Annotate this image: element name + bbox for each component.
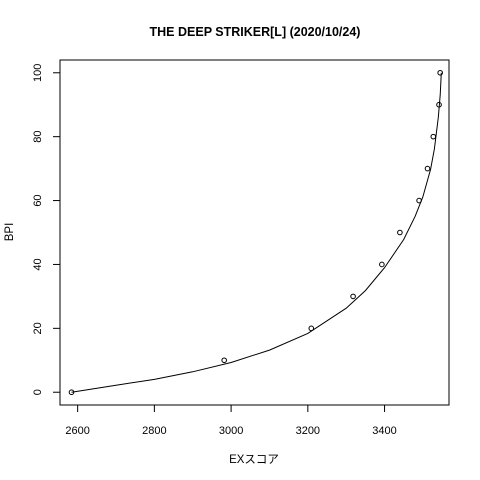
x-tick-label: 3000 <box>219 425 243 437</box>
x-axis-label: EXスコア <box>229 454 279 466</box>
y-axis: 0 20 40 60 80 100 <box>32 64 61 395</box>
fitted-curve <box>71 72 442 393</box>
x-tick-label: 2600 <box>65 425 89 437</box>
y-tick-label: 60 <box>32 194 44 206</box>
data-points <box>68 69 443 396</box>
data-point <box>397 229 403 236</box>
data-point <box>436 101 442 108</box>
data-point <box>424 165 431 172</box>
y-axis-label: BPI <box>4 223 16 242</box>
x-tick-label: 2800 <box>142 425 166 437</box>
data-point <box>350 293 356 300</box>
plot-frame <box>59 59 450 406</box>
y-tick-label: 40 <box>32 258 44 270</box>
y-tick-label: 100 <box>32 64 44 82</box>
data-point <box>379 261 385 268</box>
data-point <box>221 357 227 364</box>
chart-title: THE DEEP STRIKER[L] (2020/10/24) <box>150 25 361 39</box>
data-point <box>437 69 443 76</box>
data-point <box>68 389 75 396</box>
x-tick-label: 3400 <box>372 425 396 437</box>
x-tick-label: 3200 <box>296 425 320 437</box>
y-tick-label: 20 <box>32 322 44 334</box>
data-point <box>430 133 437 140</box>
data-point <box>308 325 315 332</box>
y-tick-label: 80 <box>32 131 44 143</box>
y-tick-label: 0 <box>32 389 44 395</box>
data-point <box>416 197 422 204</box>
x-axis: 2600 2800 3000 3200 3400 <box>65 404 397 437</box>
